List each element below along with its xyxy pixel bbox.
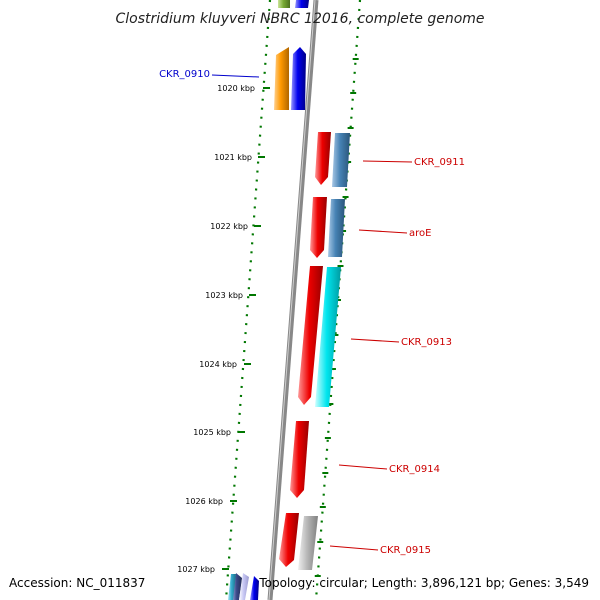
topology-text: Topology: circular; Length: 3,896,121 bp…: [258, 576, 589, 590]
plus-strand-genes: [279, 132, 350, 570]
outer-dotted-guide-left: [224, 0, 272, 600]
gene-ckr0910-arrow[interactable]: [291, 47, 306, 110]
ruler-label-1023: 1023 kbp: [205, 291, 243, 300]
accession-text: Accession: NC_011837: [9, 576, 145, 590]
gene-arrow-navy-bottom[interactable]: [232, 573, 242, 600]
gene-label-ckr0913[interactable]: CKR_0913: [401, 337, 452, 348]
gene-ckr0915-arrow[interactable]: [279, 513, 299, 567]
gene-label-aroe[interactable]: aroE: [409, 228, 431, 239]
gene-ckr0910-cog[interactable]: [274, 47, 289, 110]
leader-ckr0913: [350, 338, 400, 343]
gene-aroe-cog[interactable]: [328, 199, 345, 257]
ruler-label-1024: 1024 kbp: [199, 360, 237, 369]
ruler: 1020 kbp 1021 kbp 1022 kbp 1023 kbp 1024…: [177, 84, 270, 574]
gene-ckr0914-arrow[interactable]: [290, 421, 309, 498]
ruler-label-1020: 1020 kbp: [217, 84, 255, 93]
genome-title: Clostridium kluyveri NBRC 12016, complet…: [115, 11, 484, 27]
gene-label-ckr0911[interactable]: CKR_0911: [414, 157, 465, 168]
gene-ckr0911-arrow[interactable]: [315, 132, 331, 185]
ruler-label-1027: 1027 kbp: [177, 565, 215, 574]
gene-label-ckr0915[interactable]: CKR_0915: [380, 545, 431, 556]
ruler-label-1026: 1026 kbp: [185, 497, 223, 506]
leader-ckr0914: [338, 464, 388, 470]
gene-ckr0913-cog[interactable]: [315, 267, 341, 407]
gene-ckr0911-cog[interactable]: [332, 133, 350, 187]
gene-aroe-arrow[interactable]: [310, 197, 327, 258]
minus-strand-genes: [228, 0, 309, 600]
gene-arrow-lavender-bottom[interactable]: [239, 573, 249, 600]
leader-aroe: [358, 229, 408, 234]
gene-label-ckr0910[interactable]: CKR_0910: [159, 69, 210, 80]
gene-arrow-teal-bottom[interactable]: [228, 574, 236, 600]
outer-dotted-guide-right: [314, 0, 362, 600]
gene-ckr0913-arrow[interactable]: [298, 266, 323, 405]
gene-arrow-olive-top[interactable]: [278, 0, 290, 8]
ruler-label-1022: 1022 kbp: [210, 222, 248, 231]
genome-axis: [267, 0, 319, 600]
ruler-label-1021: 1021 kbp: [214, 153, 252, 162]
gene-arrow-blue-bottom[interactable]: [250, 576, 259, 600]
gene-label-leaders: [211, 74, 413, 551]
gene-labels: CKR_0910 CKR_0911 aroE CKR_0913 CKR_0914…: [159, 69, 465, 556]
leader-ckr0911: [362, 160, 413, 163]
leader-ckr0910: [211, 74, 260, 78]
leader-ckr0915: [329, 545, 379, 551]
gene-label-ckr0914[interactable]: CKR_0914: [389, 464, 440, 475]
gene-arrow-blue-top[interactable]: [295, 0, 309, 8]
genome-axis-highlight: [268, 0, 316, 600]
ruler-label-1025: 1025 kbp: [193, 428, 231, 437]
gene-ckr0915-cog[interactable]: [298, 516, 318, 570]
